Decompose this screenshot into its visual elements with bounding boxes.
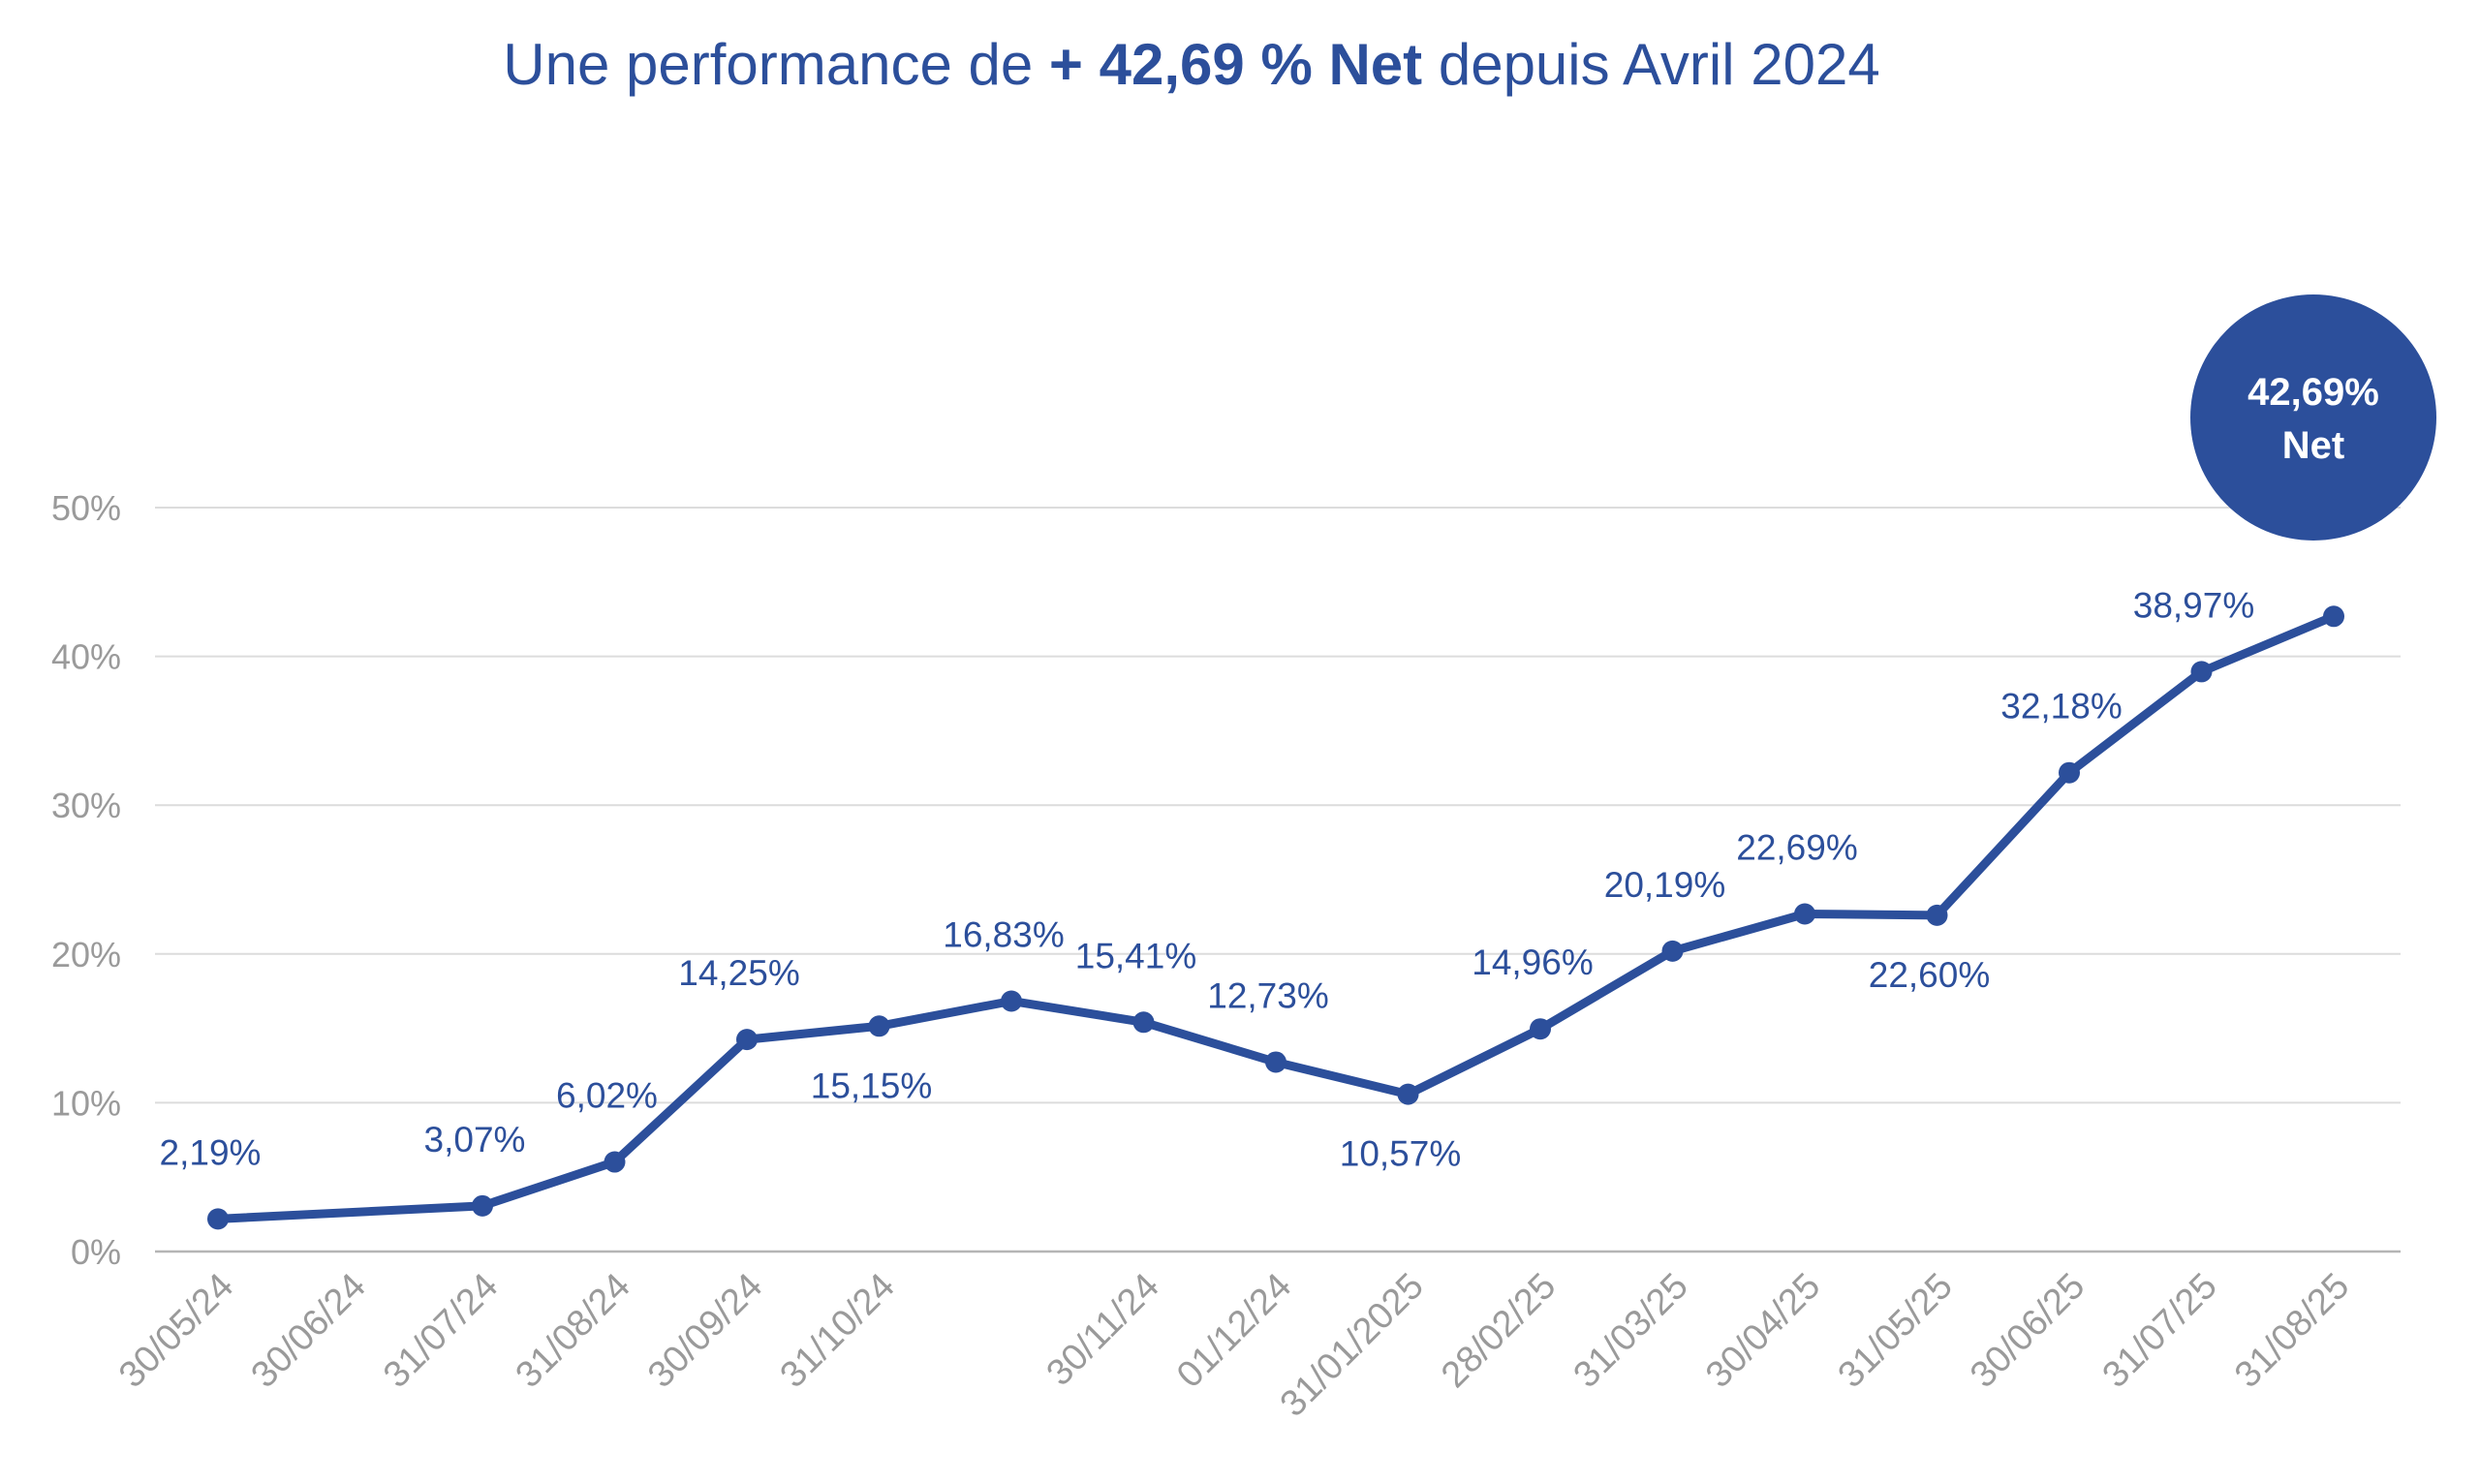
x-tick-label: 01/12/24 bbox=[1169, 1266, 1299, 1396]
y-tick-label: 20% bbox=[51, 935, 121, 974]
data-label: 16,83% bbox=[943, 914, 1065, 954]
x-tick-label: 31/03/25 bbox=[1566, 1266, 1696, 1396]
net-badge: 42,69% Net bbox=[2190, 294, 2436, 541]
y-axis-ticks: 0% 10% 20% 30% 40% 50% bbox=[51, 488, 121, 1272]
title-prefix: Une performance de bbox=[503, 32, 1049, 97]
data-label: 14,25% bbox=[678, 953, 800, 993]
title-suffix: depuis Avril 2024 bbox=[1422, 32, 1880, 97]
x-tick-label: 30/04/25 bbox=[1698, 1266, 1828, 1396]
y-tick-label: 30% bbox=[51, 786, 121, 825]
x-tick-label: 31/07/25 bbox=[2095, 1266, 2225, 1396]
x-tick-label: 31/05/25 bbox=[1831, 1266, 1961, 1396]
data-label: 10,57% bbox=[1340, 1134, 1462, 1174]
series-line bbox=[213, 611, 2339, 1223]
net-badge-label: Net bbox=[2282, 424, 2344, 467]
series-layer bbox=[207, 605, 2344, 1230]
data-point bbox=[736, 1029, 758, 1051]
x-tick-label: 30/09/24 bbox=[640, 1266, 770, 1396]
data-point bbox=[1794, 903, 1815, 925]
data-label: 2,19% bbox=[160, 1132, 262, 1172]
x-tick-label: 28/02/25 bbox=[1434, 1266, 1564, 1396]
data-label: 15,41% bbox=[1075, 936, 1197, 975]
data-point bbox=[1926, 904, 1948, 926]
data-point bbox=[868, 1015, 890, 1037]
data-label: 3,07% bbox=[424, 1120, 526, 1159]
data-label-layer: 2,19% 3,07% 6,02% 14,25% 15,15% 16,83% 15,41% 1… bbox=[160, 585, 2255, 1173]
y-tick-label: 40% bbox=[51, 637, 121, 677]
data-label: 15,15% bbox=[811, 1066, 933, 1105]
data-point bbox=[1132, 1011, 1155, 1034]
data-point bbox=[1265, 1051, 1286, 1073]
data-label: 14,96% bbox=[1472, 943, 1594, 982]
x-axis-ticks: 30/05/24 30/06/24 31/07/24 31/08/24 30/09/24… bbox=[111, 1266, 2357, 1425]
data-label: 20,19% bbox=[1604, 865, 1726, 905]
data-point bbox=[2323, 605, 2344, 628]
data-label: 22,60% bbox=[1869, 955, 1991, 995]
x-tick-label: 31/08/24 bbox=[509, 1266, 638, 1396]
x-tick-label: 31/07/24 bbox=[376, 1266, 506, 1396]
data-point bbox=[1661, 940, 1684, 962]
data-label: 32,18% bbox=[2000, 687, 2123, 727]
data-point bbox=[1530, 1018, 1551, 1040]
data-label: 38,97% bbox=[2133, 585, 2255, 625]
data-point bbox=[604, 1151, 626, 1173]
chart-title: Une performance de + 42,69 % Net depuis … bbox=[0, 31, 2383, 98]
grid-layer bbox=[155, 507, 2401, 1253]
x-tick-label: 31/08/25 bbox=[2227, 1266, 2357, 1396]
data-point bbox=[1397, 1083, 1419, 1105]
net-badge-value: 42,69% bbox=[2248, 371, 2379, 414]
data-label: 12,73% bbox=[1207, 975, 1329, 1015]
data-point bbox=[2059, 761, 2080, 784]
x-tick-label: 30/11/24 bbox=[1039, 1266, 1167, 1394]
data-point bbox=[472, 1194, 493, 1217]
x-tick-label: 30/06/25 bbox=[1963, 1266, 2092, 1396]
y-tick-label: 0% bbox=[71, 1232, 121, 1272]
net-badge-circle bbox=[2190, 294, 2436, 541]
data-point bbox=[1001, 990, 1022, 1012]
data-label: 22,69% bbox=[1736, 827, 1858, 867]
x-tick-label: 30/06/24 bbox=[244, 1266, 374, 1396]
data-label: 6,02% bbox=[556, 1076, 658, 1116]
data-point bbox=[2190, 661, 2213, 683]
y-tick-label: 10% bbox=[51, 1083, 121, 1123]
y-tick-label: 50% bbox=[51, 488, 121, 528]
title-highlight: + 42,69 % Net bbox=[1048, 32, 1423, 97]
data-point bbox=[207, 1208, 229, 1230]
x-tick-label: 31/10/24 bbox=[773, 1266, 903, 1396]
x-tick-label: 31/01/2025 bbox=[1273, 1266, 1432, 1425]
x-tick-label: 30/05/24 bbox=[111, 1266, 241, 1396]
